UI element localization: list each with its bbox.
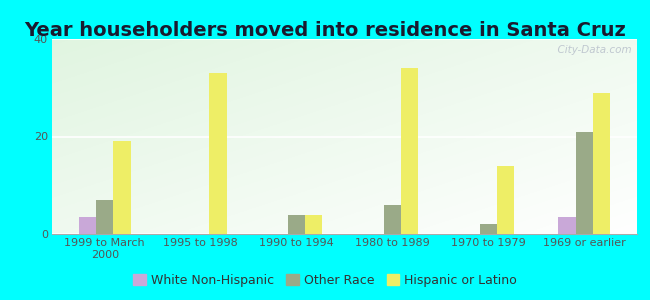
Bar bbox=[558, 217, 576, 234]
Bar bbox=[497, 166, 514, 234]
Text: Year householders moved into residence in Santa Cruz: Year householders moved into residence i… bbox=[24, 21, 626, 40]
Legend: White Non-Hispanic, Other Race, Hispanic or Latino: White Non-Hispanic, Other Race, Hispanic… bbox=[129, 270, 521, 291]
Bar bbox=[576, 132, 593, 234]
Bar bbox=[384, 205, 401, 234]
Bar bbox=[209, 73, 227, 234]
Bar bbox=[480, 224, 497, 234]
Bar bbox=[96, 200, 113, 234]
Bar bbox=[401, 68, 419, 234]
Text: City-Data.com: City-Data.com bbox=[551, 45, 631, 55]
Bar bbox=[288, 214, 305, 234]
Bar bbox=[79, 217, 96, 234]
Bar bbox=[113, 141, 131, 234]
Bar bbox=[306, 214, 322, 234]
Bar bbox=[593, 93, 610, 234]
